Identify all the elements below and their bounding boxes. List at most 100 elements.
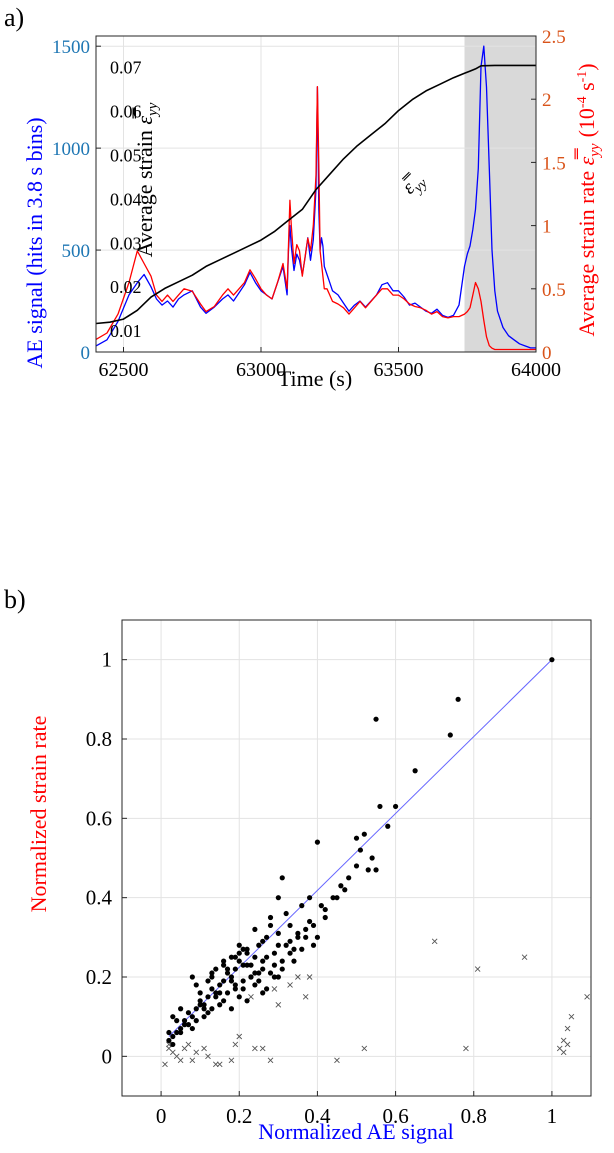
scatter-point bbox=[307, 895, 313, 901]
scatter-point bbox=[213, 994, 219, 1000]
scatter-point bbox=[373, 867, 379, 873]
scatter-point bbox=[209, 986, 215, 992]
outlier-point bbox=[216, 1061, 223, 1068]
scatter-point bbox=[221, 958, 227, 964]
outlier-point bbox=[564, 1025, 571, 1032]
scatter-point bbox=[252, 970, 258, 976]
y-tick-label: 0.2 bbox=[86, 965, 112, 989]
x-tick-label: 63500 bbox=[374, 359, 424, 381]
scatter-point bbox=[279, 966, 285, 972]
scatter-point bbox=[240, 978, 246, 984]
x-axis-label-b: Normalized AE signal bbox=[258, 1119, 454, 1144]
scatter-point bbox=[224, 990, 231, 996]
outlier-point bbox=[560, 1049, 567, 1056]
scatter-point bbox=[193, 1018, 199, 1024]
x-axis-label-a: Time (s) bbox=[278, 366, 352, 391]
y-tick-label: 0.4 bbox=[86, 886, 113, 910]
scatter-point bbox=[217, 990, 223, 996]
scatter-point bbox=[287, 938, 293, 944]
strain-tick-label: 0.02 bbox=[110, 277, 142, 297]
scatter-point bbox=[260, 990, 266, 996]
scatter-point bbox=[224, 970, 231, 976]
strain-tick-label: 0.05 bbox=[110, 146, 142, 166]
scatter-point bbox=[365, 867, 371, 873]
outlier-point bbox=[361, 1045, 368, 1052]
panel-b-label: b) bbox=[4, 585, 26, 614]
right-tick-label: 0.5 bbox=[542, 280, 566, 301]
scatter-point bbox=[252, 926, 258, 933]
scatter-point bbox=[228, 954, 235, 960]
scatter-point bbox=[209, 1006, 215, 1012]
scatter-point bbox=[221, 962, 227, 968]
panel-a: a) 62500 63000 63500 64000 0 500 1000 1500 0 0.… bbox=[4, 3, 603, 391]
scatter-point bbox=[318, 903, 324, 909]
scatter-point bbox=[369, 855, 375, 861]
scatter-point bbox=[174, 1018, 180, 1024]
scatter-point bbox=[299, 903, 305, 909]
strain-tick-label: 0.07 bbox=[110, 58, 142, 78]
scatter-point bbox=[303, 934, 309, 940]
scatter-point bbox=[170, 1041, 176, 1048]
scatter-point bbox=[174, 1029, 180, 1036]
outlier-point bbox=[162, 1061, 168, 1068]
scatter-point bbox=[181, 1018, 188, 1024]
outlier-point bbox=[431, 938, 438, 945]
scatter-point bbox=[346, 875, 352, 881]
right-tick-label: 0 bbox=[542, 343, 552, 364]
scatter-point bbox=[193, 1006, 199, 1012]
scatter-point bbox=[221, 978, 227, 984]
outlier-point bbox=[259, 1045, 266, 1052]
scatter-point bbox=[178, 1029, 184, 1036]
scatter-point bbox=[189, 974, 195, 980]
scatter-point bbox=[373, 716, 379, 722]
outlier-point bbox=[181, 1045, 188, 1052]
outlier-point bbox=[474, 966, 481, 972]
series-line-strain bbox=[95, 64, 536, 325]
x-tick-label: 0 bbox=[156, 1104, 167, 1128]
scatter-point bbox=[353, 835, 360, 841]
y-tick-label: 0 bbox=[102, 1044, 113, 1068]
x-ticks-b: 0 0.2 0.4 0.6 0.8 1 bbox=[156, 1091, 557, 1128]
x-tick-label: 0.6 bbox=[382, 1104, 408, 1128]
scatter-point bbox=[279, 958, 285, 964]
y-tick-label: 1 bbox=[102, 648, 113, 672]
outlier-point bbox=[568, 1013, 575, 1020]
x-tick-label: 0.4 bbox=[304, 1104, 331, 1128]
x-tick-label: 1 bbox=[547, 1104, 558, 1128]
scatter-point bbox=[181, 1022, 188, 1028]
left-tick-label: 500 bbox=[62, 241, 91, 262]
outlier-point bbox=[564, 1041, 571, 1048]
x-tick-label: 64000 bbox=[511, 359, 561, 381]
strain-curve-label: ε̿yy bbox=[397, 167, 431, 201]
scatter-point bbox=[338, 883, 344, 889]
outlier-point bbox=[205, 1053, 211, 1060]
scatter-point bbox=[252, 982, 258, 988]
scatter-point bbox=[287, 922, 293, 929]
scatter-point bbox=[303, 926, 309, 933]
scatter-point bbox=[240, 946, 246, 952]
scatter-point bbox=[193, 982, 199, 988]
scatter-point bbox=[205, 978, 211, 984]
scatter-point bbox=[299, 946, 305, 952]
outlier-point bbox=[252, 1045, 258, 1052]
scatter-point bbox=[455, 696, 461, 702]
strain-ticks-a: 0.01 0.02 0.03 0.04 0.05 0.06 0.07 bbox=[110, 58, 142, 341]
y-axis-label-b: Normalized strain rate bbox=[26, 716, 51, 913]
scatter-point bbox=[236, 958, 242, 964]
left-axis-label-a: AE signal (hits in 3.8 s bins) bbox=[22, 117, 47, 368]
left-tick-label: 1500 bbox=[52, 37, 90, 58]
scatter-point bbox=[217, 1002, 223, 1008]
scatter-point bbox=[256, 978, 262, 984]
scatter-point bbox=[256, 942, 262, 948]
scatter-point bbox=[240, 962, 246, 968]
scatter-point bbox=[271, 962, 278, 968]
scatter-point bbox=[295, 930, 301, 936]
outlier-point bbox=[521, 954, 528, 960]
strain-tick-label: 0.04 bbox=[110, 189, 142, 209]
scatter-point bbox=[377, 803, 383, 810]
scatter-point bbox=[549, 657, 555, 663]
scatter-point bbox=[264, 934, 270, 940]
scatter-point bbox=[447, 732, 453, 738]
scatter-point bbox=[185, 1010, 192, 1016]
